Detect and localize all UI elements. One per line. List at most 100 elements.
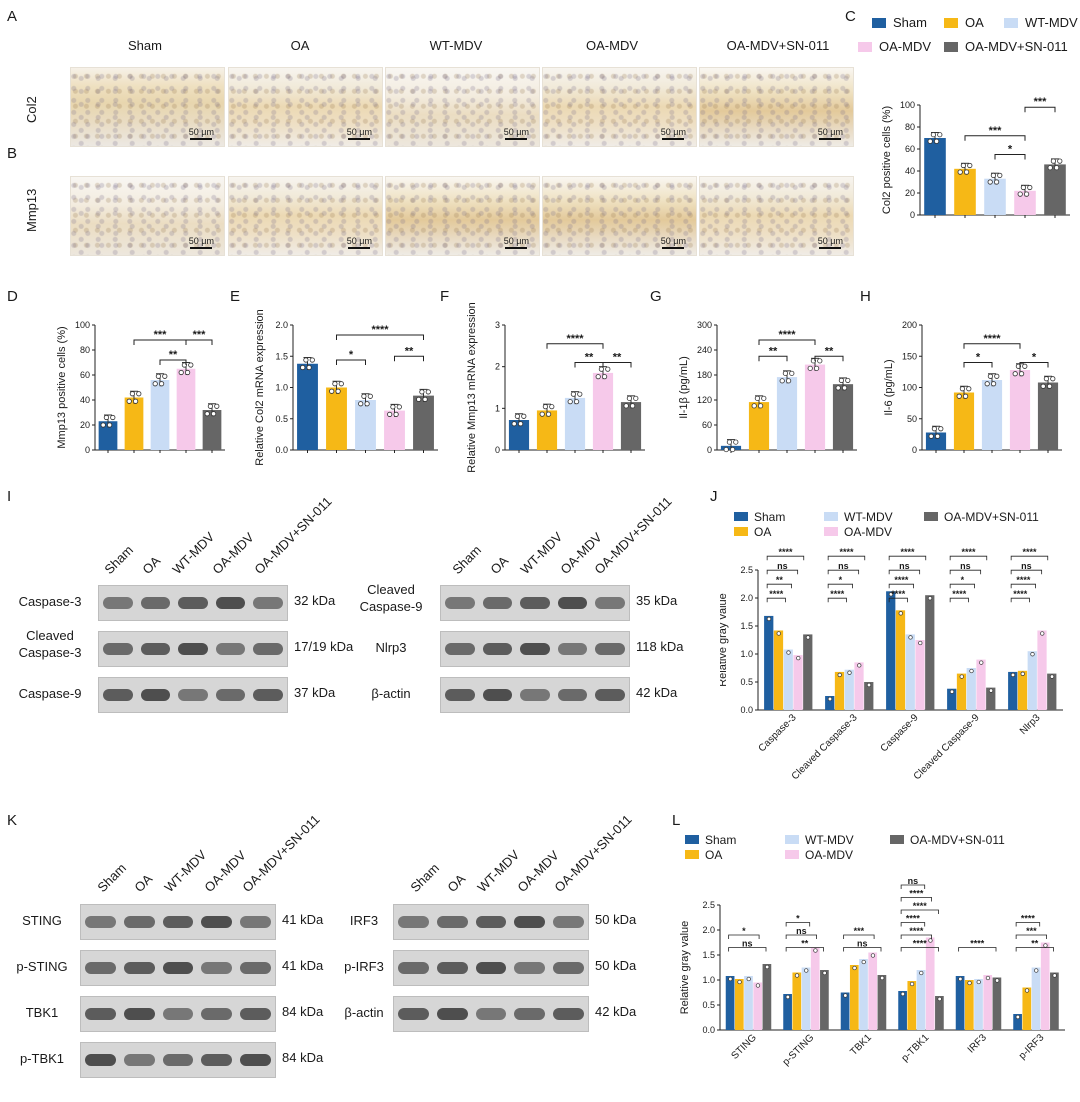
blot-band [178,689,208,701]
data-point [994,179,1000,185]
ihc-image: 50 μm [228,176,383,256]
bar-oa-mdv [1037,630,1047,710]
blot-band [553,916,584,928]
lane-label: Sham [449,542,485,577]
sig-label: ns [742,939,753,949]
sig-label: **** [894,575,909,585]
blot-band [162,1008,194,1020]
y-tick-label: 2.5 [740,565,753,575]
blot-band [123,916,155,928]
y-tick-label: 3 [495,320,500,330]
sig-label: *** [193,329,207,341]
y-tick-label: 20 [905,188,915,198]
blot-size-label: 42 kDa [595,1004,637,1019]
lane-label: OA [139,553,164,577]
bar-oa-mdv [1014,190,1036,215]
sig-bracket [888,555,927,561]
data-point [789,370,795,376]
sig-label: **** [913,901,928,911]
sig-label: * [349,349,354,361]
data-point [956,393,962,399]
blot-band [240,1008,271,1020]
sig-bracket [728,934,760,939]
blot-band [140,643,171,655]
data-point [100,422,106,428]
y-axis-label: Il-6 (pg/mL) [883,359,895,415]
bar-oa-mdv-sn [877,975,887,1030]
bar-oa-mdv [793,655,803,710]
bar-oa-mdv [915,640,925,710]
blot-strip [440,585,630,621]
blot-size-label: 118 kDa [636,639,684,654]
blot-band [436,962,468,974]
bar-oa [954,168,976,215]
blot-size-label: 50 kDa [595,958,637,973]
blot-label: Caspase-9 [18,686,82,701]
data-point [162,373,168,379]
data-point [927,138,933,144]
data-point [633,395,639,401]
bar-wt-mdv [150,380,170,450]
bar-oa [849,965,859,1030]
blot-band [201,962,233,974]
data-point [211,411,217,417]
y-tick-label: 0 [495,445,500,455]
ihc-row-mmp13: Mmp13 [24,188,39,232]
scale-bar: 50 μm [818,236,843,249]
y-tick-label: 80 [80,345,90,355]
legend-swatch-oa [944,18,958,28]
sig-label: ns [960,561,971,571]
data-point [837,672,842,678]
data-point [928,433,934,439]
data-point [129,391,136,397]
bar-sham [924,138,946,215]
blot-strip [80,996,276,1032]
blot-band [103,643,133,655]
data-point [995,978,1000,983]
blot-band [253,597,283,609]
data-point [1024,191,1030,197]
data-point [976,979,981,985]
sig-bracket [900,922,926,927]
data-point [758,403,764,409]
legend-label-sham: Sham [705,833,736,847]
y-tick-label: 100 [902,383,917,393]
blot-band [240,916,271,928]
y-tick-label: 200 [902,320,917,330]
data-point [776,631,781,636]
bar-oa [1022,987,1032,1030]
bar-wt-mdv [981,380,1003,450]
bar-oa [734,979,744,1030]
data-point [991,381,997,387]
bar-oa [792,972,802,1030]
blot-band [85,1008,116,1020]
bar-oa-mdv-sn [992,977,1002,1030]
data-point [985,975,991,981]
y-tick-label: 0 [707,445,712,455]
y-tick-label: 100 [75,320,90,330]
sig-bracket [827,583,853,589]
sig-bracket [758,339,816,345]
blot-band [557,689,588,701]
data-point [835,385,841,391]
lane-label: WT-MDV [474,847,523,895]
data-point [857,663,862,668]
bar-sham [898,991,907,1030]
panel-letter-f: F [440,288,450,305]
x-tick-label: Caspase-9 [879,712,921,754]
scale-bar: 50 μm [189,236,214,249]
blot-label: β-actin [371,686,411,701]
sig-bracket [900,884,926,889]
legend-swatch-oa-mdv-sn [924,512,938,521]
data-point [842,385,848,391]
data-point [387,411,393,417]
bar-oa-mdv-sn [803,634,813,710]
sig-bracket [900,909,939,914]
ihc-column-wt-mdv: WT-MDV [429,38,483,53]
bar-wt-mdv [1027,651,1037,710]
legend-label-oa-mdv: OA-MDV [879,39,931,54]
data-point [838,377,844,384]
data-point [361,393,367,399]
data-point [567,399,573,405]
bar-oa-mdv [753,982,763,1030]
